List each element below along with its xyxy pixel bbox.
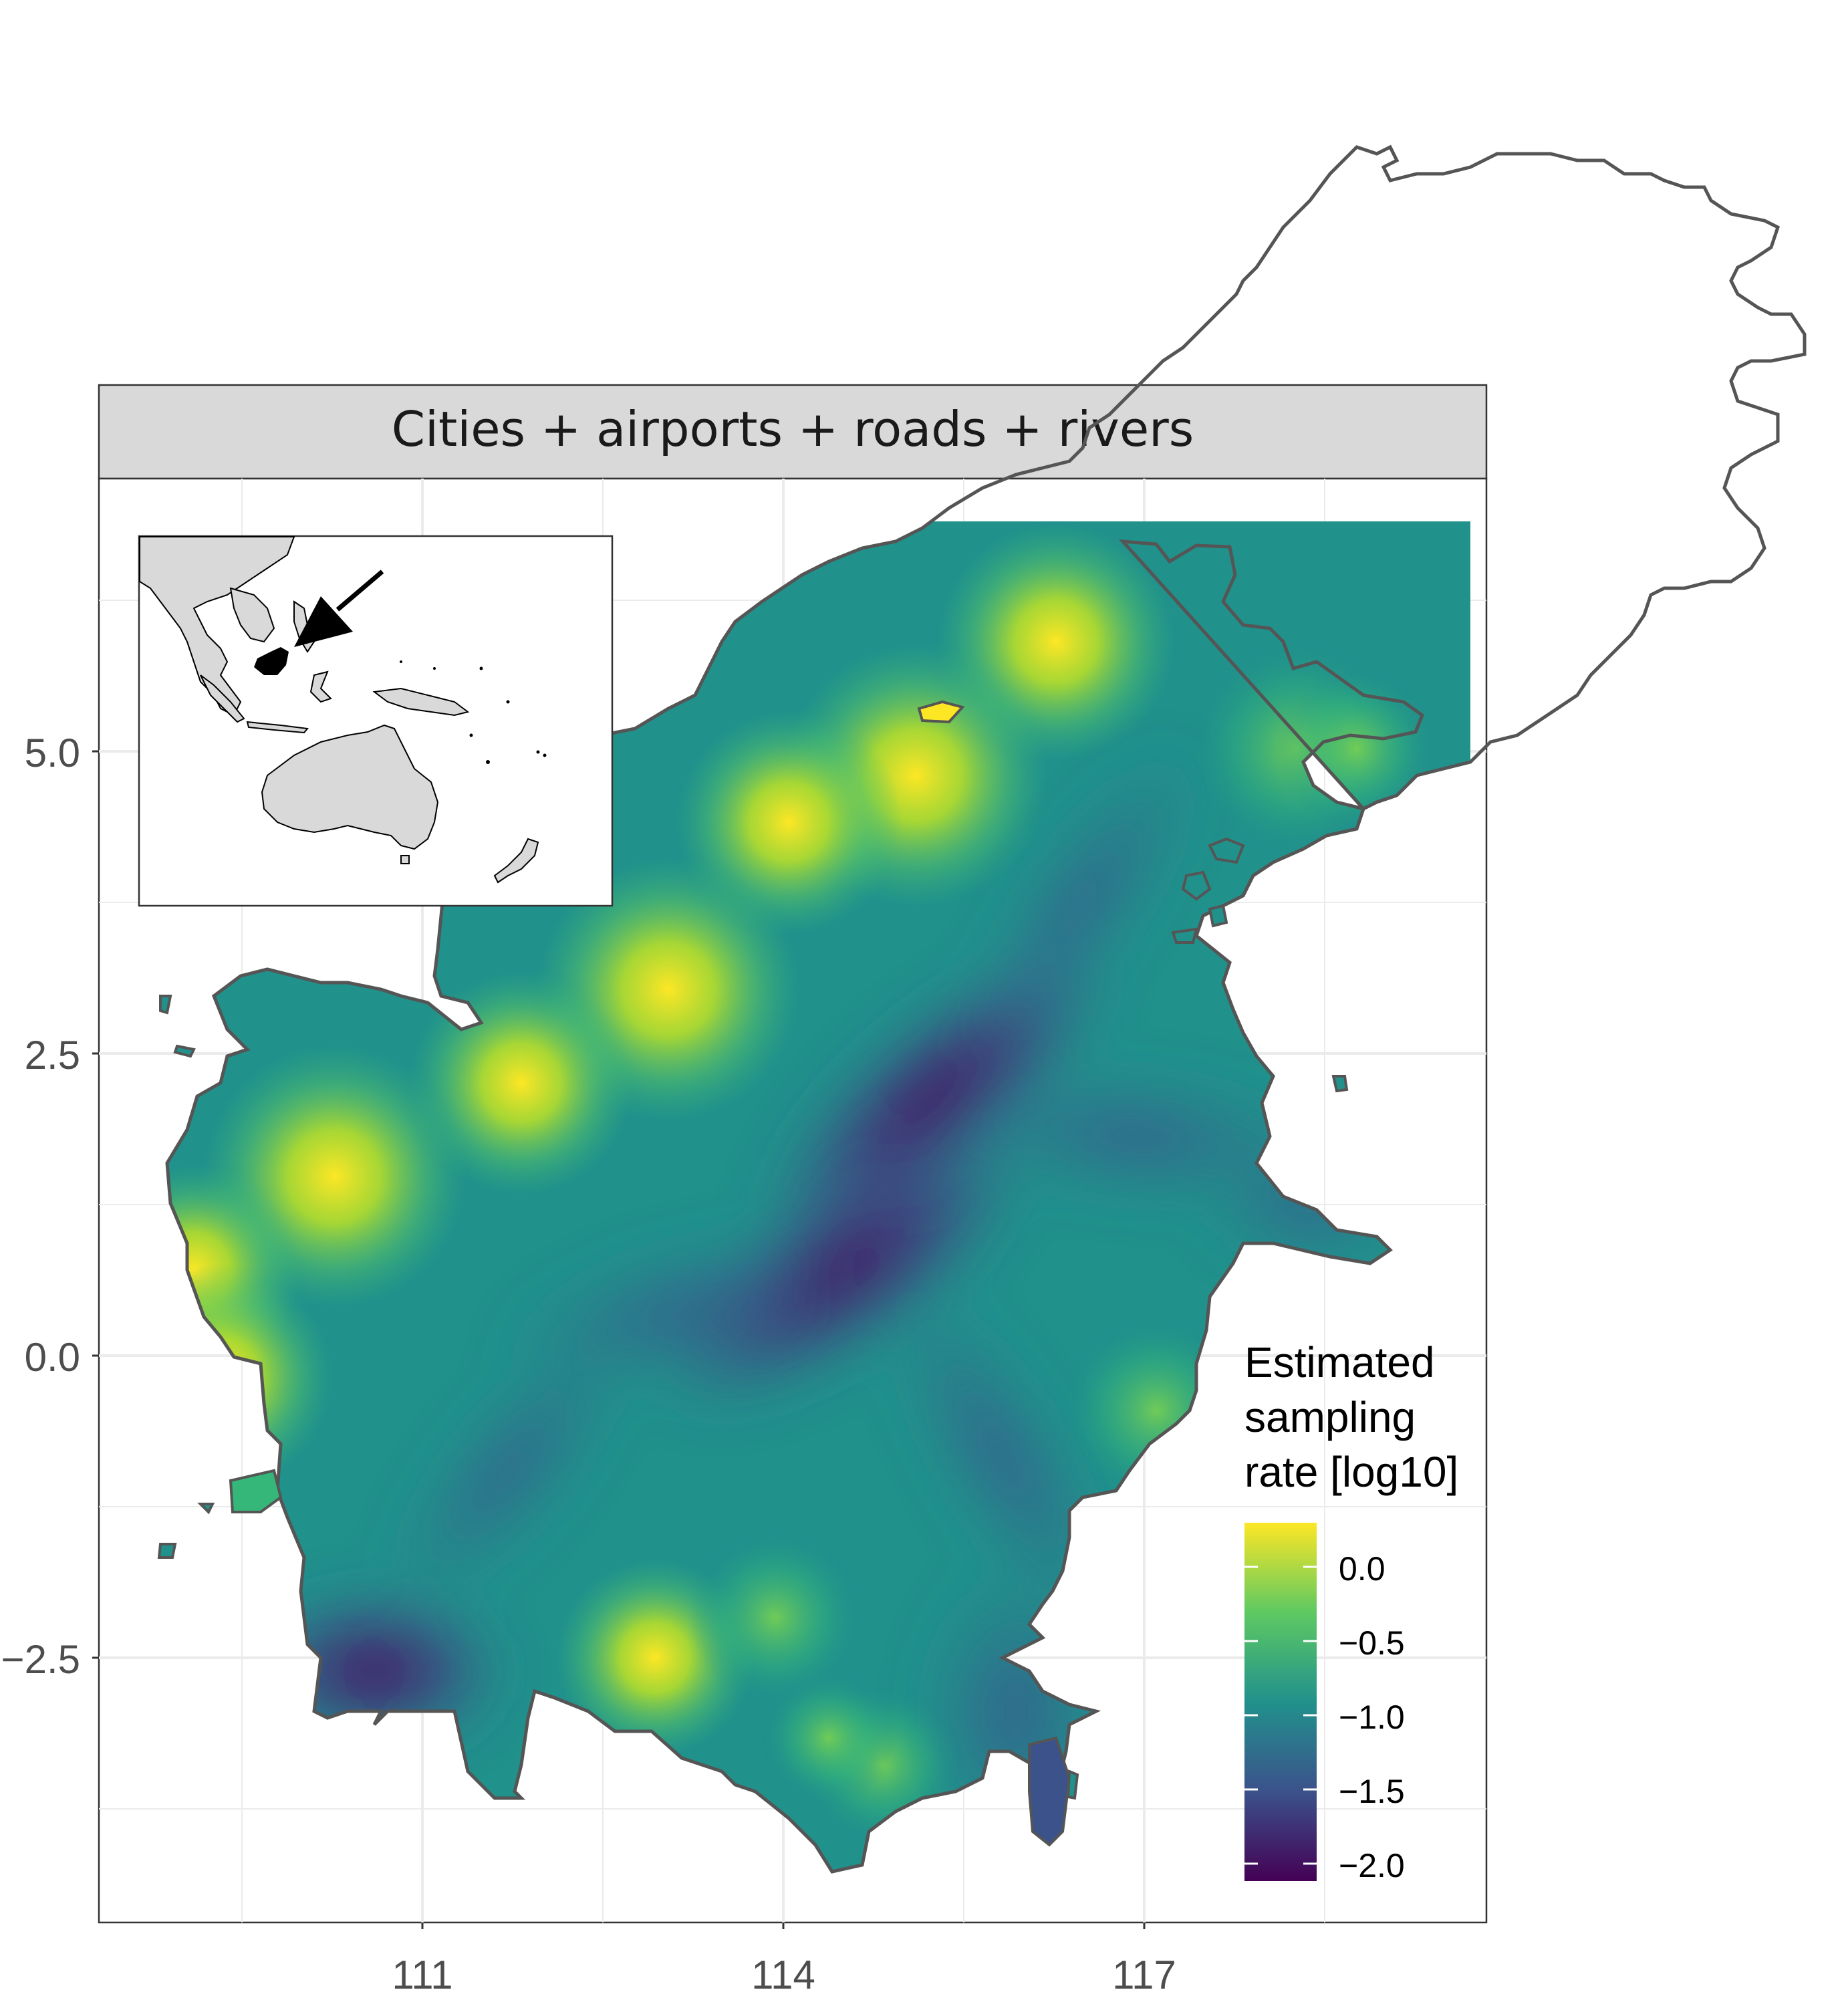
inset-australia xyxy=(261,724,439,850)
inset-indochina xyxy=(229,587,275,643)
legend-title-line: Estimated xyxy=(1244,1338,1435,1386)
legend-label: −2.0 xyxy=(1339,1847,1405,1884)
x-tick-label: 111 xyxy=(392,1953,452,1997)
inset-sulawesi xyxy=(309,670,332,703)
inset-arrow-icon xyxy=(294,570,384,647)
legend-label: −1.0 xyxy=(1339,1699,1405,1736)
inset-new-guinea xyxy=(372,687,470,717)
y-tick-label: 0.0 xyxy=(25,1335,80,1380)
legend-colorbar xyxy=(1244,1523,1317,1881)
inset-locator-map xyxy=(138,535,614,907)
legend-label: −1.5 xyxy=(1339,1773,1405,1810)
plot-panel xyxy=(98,147,1805,1924)
x-tick-label: 114 xyxy=(751,1953,815,1997)
legend-title-line: sampling xyxy=(1244,1393,1416,1441)
color-legend: Estimated sampling rate [log10] 0.0 −0.5… xyxy=(1244,1338,1458,1884)
inset-pacific-islands xyxy=(400,660,547,764)
legend-title-line: rate [log10] xyxy=(1244,1448,1458,1496)
inset-borneo-highlight xyxy=(254,647,289,675)
y-axis: 5.0 2.5 0.0 −2.5 xyxy=(1,731,99,1682)
legend-label: 0.0 xyxy=(1339,1550,1385,1588)
inset-java xyxy=(246,721,309,734)
strip-background xyxy=(98,384,1488,480)
legend-label: −0.5 xyxy=(1339,1624,1405,1662)
small-islands xyxy=(157,700,1349,1847)
y-tick-label: 5.0 xyxy=(25,731,80,775)
y-tick-label: 2.5 xyxy=(25,1033,80,1078)
x-axis: 111 114 117 xyxy=(392,1922,1176,1997)
inset-tasmania xyxy=(400,855,410,864)
inset-new-zealand xyxy=(493,838,539,884)
facet-strip: Cities + airports + roads + rivers xyxy=(98,384,1488,480)
inset-sumatra xyxy=(200,674,245,723)
x-tick-label: 117 xyxy=(1112,1953,1176,1997)
strip-title: Cities + airports + roads + rivers xyxy=(392,401,1194,457)
inset-asia-mainland xyxy=(139,536,295,717)
y-tick-label: −2.5 xyxy=(1,1637,80,1682)
